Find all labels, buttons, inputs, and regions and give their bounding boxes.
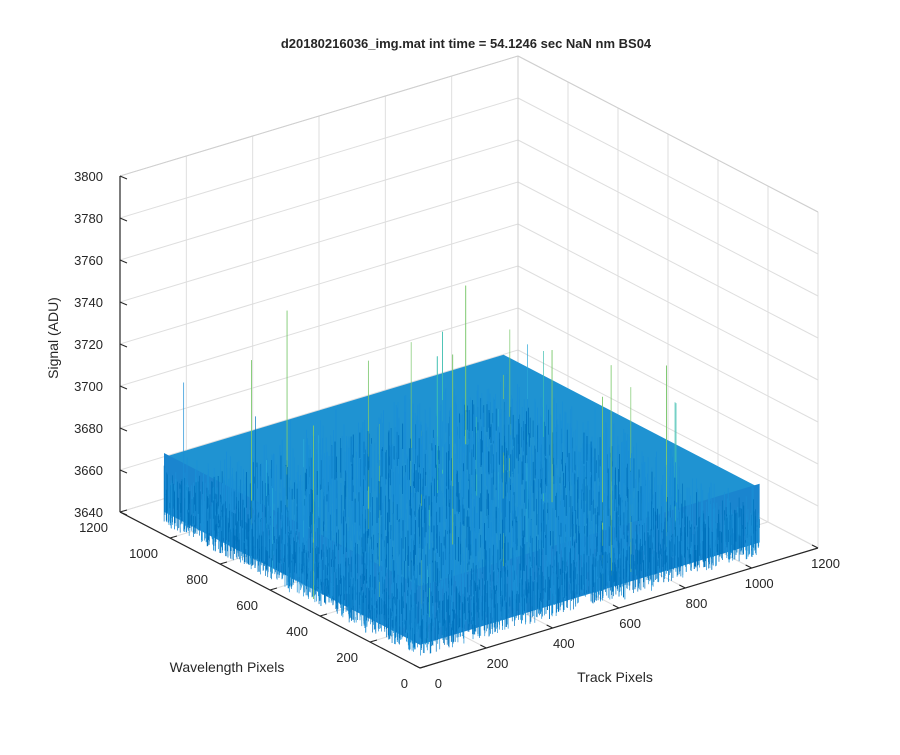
chart-title: d20180216036_img.mat int time = 54.1246 … [281, 36, 652, 51]
